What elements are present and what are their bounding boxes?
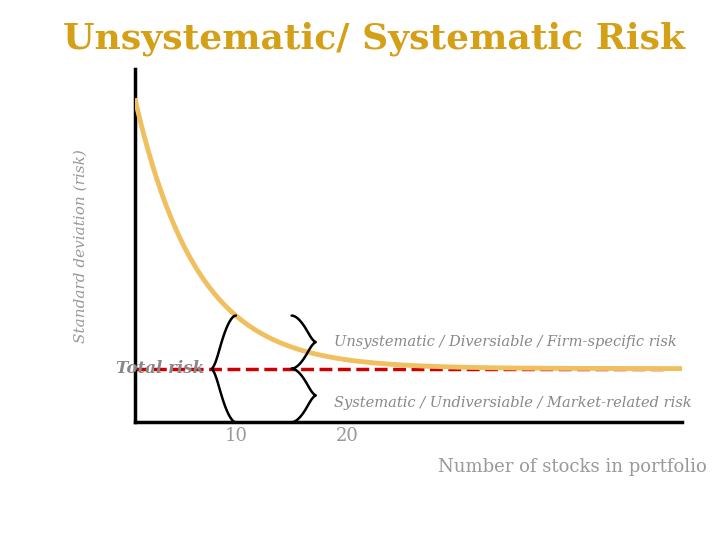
Text: Standard deviation (risk): Standard deviation (risk) — [73, 148, 88, 342]
Text: Systematic / Undiversiable / Market-related risk: Systematic / Undiversiable / Market-rela… — [334, 396, 692, 410]
Text: Total risk: Total risk — [117, 360, 204, 377]
Text: Unsystematic / Diversiable / Firm-specific risk: Unsystematic / Diversiable / Firm-specif… — [334, 335, 677, 349]
Text: Number of stocks in portfolio: Number of stocks in portfolio — [438, 457, 707, 476]
Text: Unsystematic/ Systematic Risk: Unsystematic/ Systematic Risk — [63, 22, 685, 56]
